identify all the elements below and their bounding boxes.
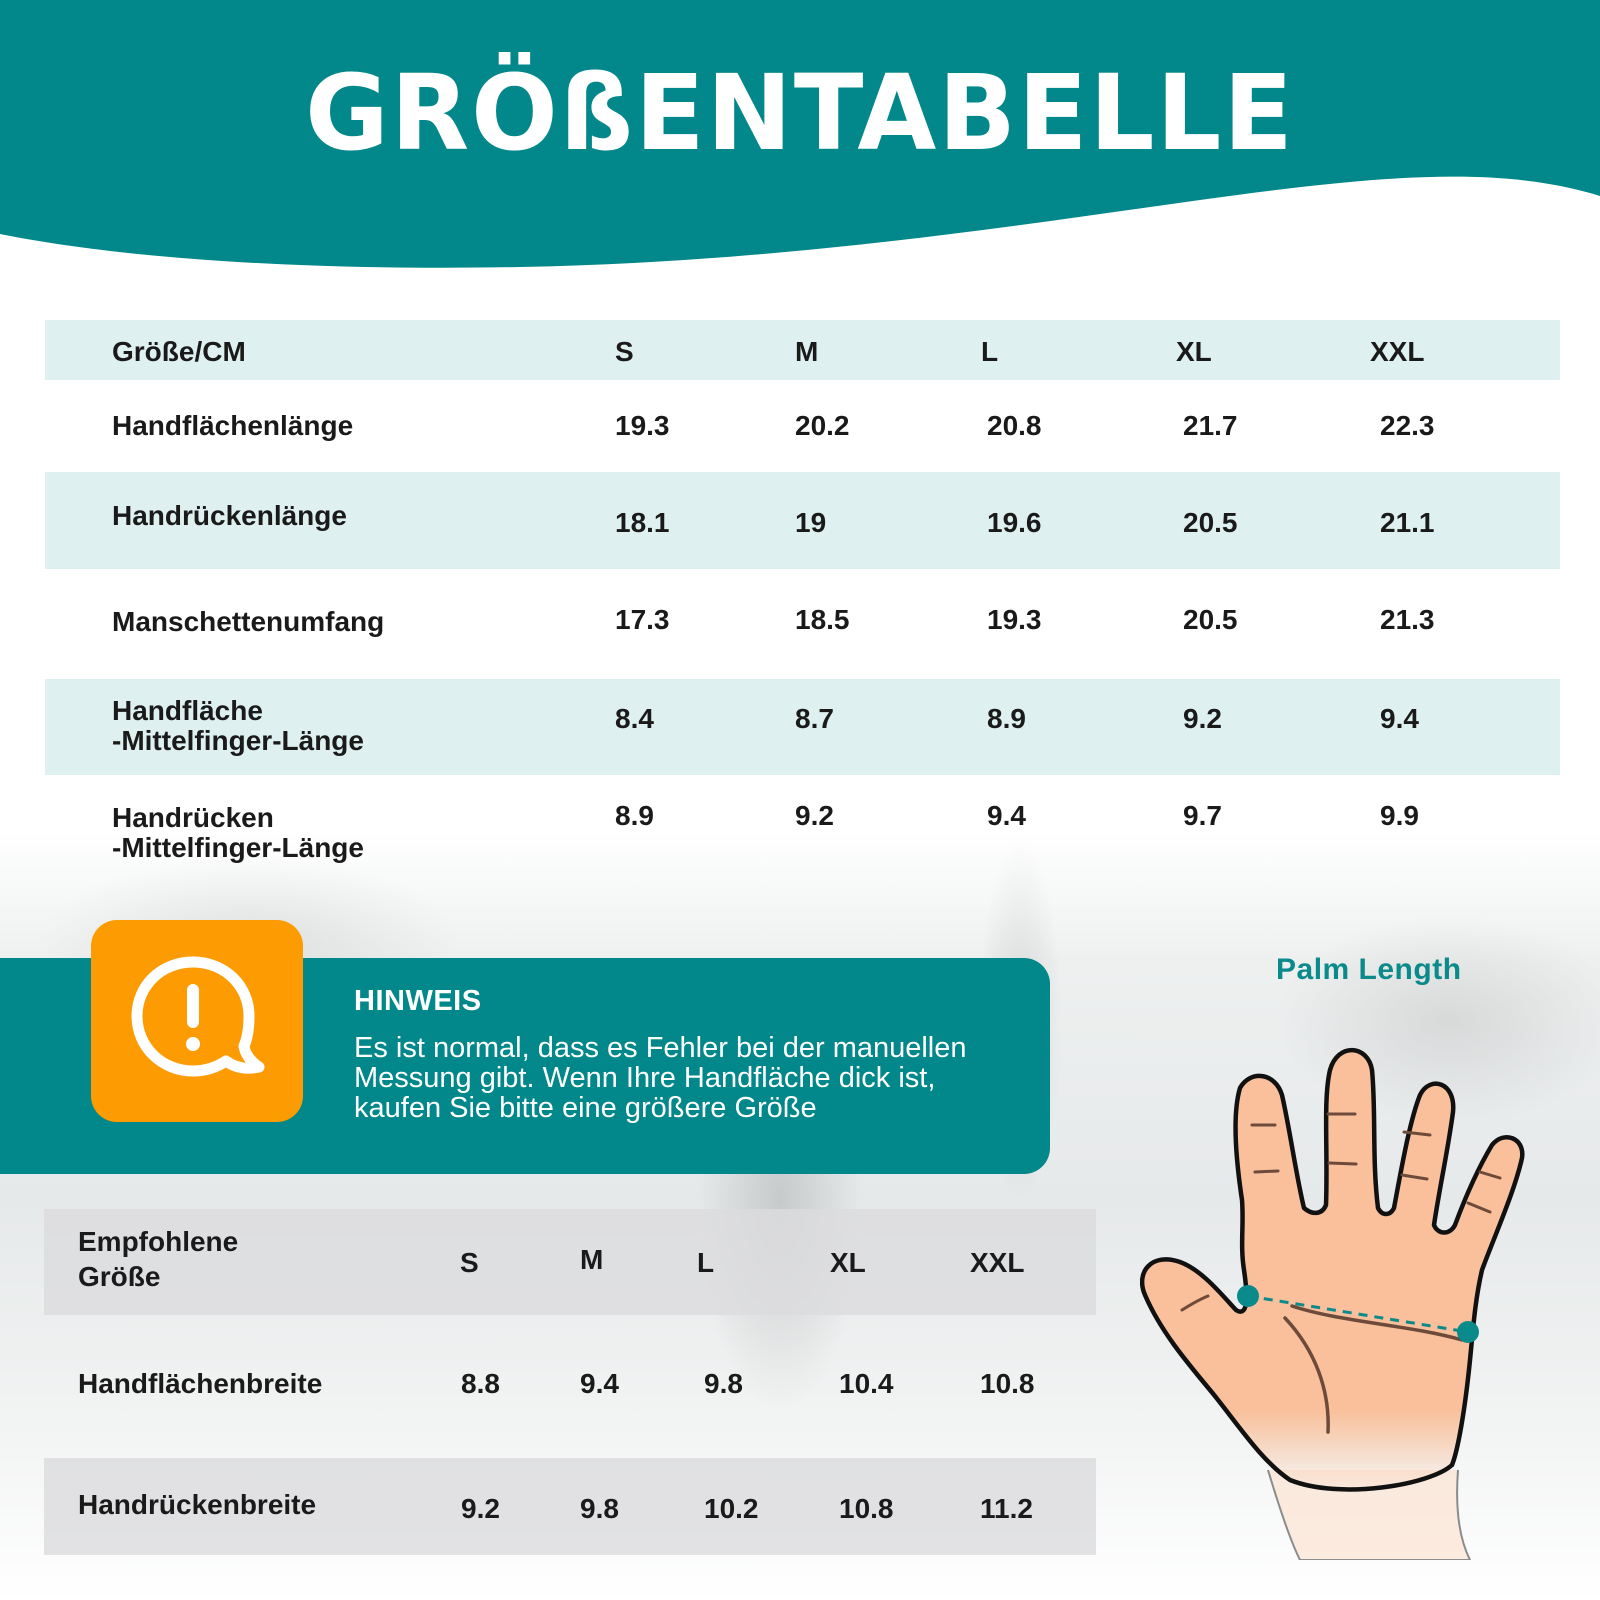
cell-value: 19.3: [615, 410, 670, 441]
header-banner: GRÖßENTABELLE: [0, 0, 1600, 280]
cell-value: 17.3: [615, 604, 670, 635]
size-header-xxl: XXL: [1370, 336, 1425, 367]
row-label-line2: -Mittelfinger-Länge: [112, 832, 364, 863]
finger-creases: [1180, 1112, 1502, 1312]
table-row: Manschettenumfang 17.3 18.5 19.3 20.5 21…: [45, 569, 1560, 679]
palm-length-label: Palm Length: [1276, 953, 1462, 986]
table-header-row: Größe/CM S M L XL XXL: [45, 320, 1560, 380]
cell-value: 8.7: [795, 703, 834, 734]
wave-shape: [0, 0, 1600, 268]
cell-value: 19: [795, 507, 827, 538]
row-label: Handrückenbreite: [78, 1489, 317, 1520]
header-label: Größe/CM: [112, 336, 246, 367]
table-row: Handrücken -Mittelfinger-Länge 8.9 9.2 9…: [45, 775, 1560, 875]
cell-value: 10.4: [839, 1368, 894, 1399]
cell-value: 18.5: [795, 604, 850, 635]
cell-value: 10.2: [704, 1493, 759, 1524]
table-row: Handflächenlänge 19.3 20.2 20.8 21.7 22.…: [45, 380, 1560, 472]
row-label-line1: Handrücken: [112, 802, 274, 833]
cell-value: 9.8: [580, 1493, 619, 1524]
size-header-l: L: [697, 1247, 715, 1278]
size-header-xxl: XXL: [970, 1247, 1025, 1278]
size-header-m: M: [795, 336, 819, 367]
cell-value: 21.3: [1380, 604, 1435, 635]
palm-shape: [1140, 1047, 1525, 1492]
cell-value: 20.8: [987, 410, 1042, 441]
header-label-line2: Größe: [78, 1261, 161, 1292]
cell-value: 20.2: [795, 410, 850, 441]
note-text: Es ist normal, dass es Fehler bei der ma…: [354, 1032, 967, 1124]
measurement-start-marker: [1237, 1285, 1259, 1307]
measurement-end-marker: [1457, 1321, 1479, 1343]
row-label: Handrückenlänge: [112, 500, 347, 531]
cell-value: 19.3: [987, 604, 1042, 635]
note-title: HINWEIS: [354, 985, 482, 1017]
cell-value: 11.2: [980, 1493, 1033, 1524]
cell-value: 9.4: [580, 1368, 619, 1399]
cell-value: 21.7: [1183, 410, 1238, 441]
cell-value: 9.9: [1380, 800, 1419, 831]
size-header-m: M: [580, 1244, 604, 1275]
cell-value: 20.5: [1183, 507, 1238, 538]
table-row: Handrückenlänge 18.1 19 19.6 20.5 21.1: [45, 472, 1560, 569]
cell-value: 21.1: [1380, 507, 1435, 538]
cell-value: 10.8: [839, 1493, 894, 1524]
size-header-l: L: [981, 336, 999, 367]
cell-value: 19.6: [987, 507, 1042, 538]
size-header-s: S: [460, 1247, 479, 1278]
row-label: Manschettenumfang: [112, 606, 385, 637]
table-row: Handrückenbreite 9.2 9.8 10.2 10.8 11.2: [44, 1458, 1096, 1555]
hand-illustration: [1140, 1047, 1525, 1560]
measurement-dashed-line: [1247, 1294, 1469, 1334]
cell-value: 9.2: [795, 800, 834, 831]
table-row: Handflächenbreite 8.8 9.4 9.8 10.4 10.8: [44, 1315, 1096, 1458]
page-title: GRÖßENTABELLE: [305, 52, 1295, 174]
cell-value: 9.2: [461, 1493, 500, 1524]
cell-value: 8.9: [615, 800, 654, 831]
cell-value: 20.5: [1183, 604, 1238, 635]
row-label: Handflächenlänge: [112, 410, 354, 441]
cell-value: 18.1: [615, 507, 670, 538]
row-label: Handflächenbreite: [78, 1368, 323, 1399]
recommended-size-table: Empfohlene Größe S M L XL XXL Handfläche…: [44, 1209, 1096, 1555]
size-chart-table: Größe/CM S M L XL XXL Handflächenlänge 1…: [45, 320, 1560, 875]
table-row: Handfläche -Mittelfinger-Länge 8.4 8.7 8…: [45, 679, 1560, 775]
header-label-line1: Empfohlene: [78, 1226, 239, 1257]
note-icon-badge: [91, 920, 303, 1122]
size-header-s: S: [615, 336, 634, 367]
cell-value: 8.9: [987, 703, 1026, 734]
cell-value: 9.8: [704, 1368, 743, 1399]
cell-value: 8.8: [461, 1368, 500, 1399]
row-label-line2: -Mittelfinger-Länge: [112, 725, 364, 756]
cell-value: 9.7: [1183, 800, 1222, 831]
size-header-xl: XL: [1176, 336, 1212, 367]
cell-value: 8.4: [615, 703, 654, 734]
cell-value: 22.3: [1380, 410, 1435, 441]
cell-value: 9.2: [1183, 703, 1222, 734]
cell-value: 9.4: [987, 800, 1026, 831]
palm-lines: [1283, 1304, 1464, 1434]
cell-value: 9.4: [1380, 703, 1419, 734]
row-label-line1: Handfläche: [112, 695, 263, 726]
table-header-row: Empfohlene Größe S M L XL XXL: [44, 1209, 1096, 1315]
size-header-xl: XL: [830, 1247, 866, 1278]
cell-value: 10.8: [980, 1368, 1035, 1399]
exclamation-speech-bubble-icon: [131, 956, 265, 1077]
